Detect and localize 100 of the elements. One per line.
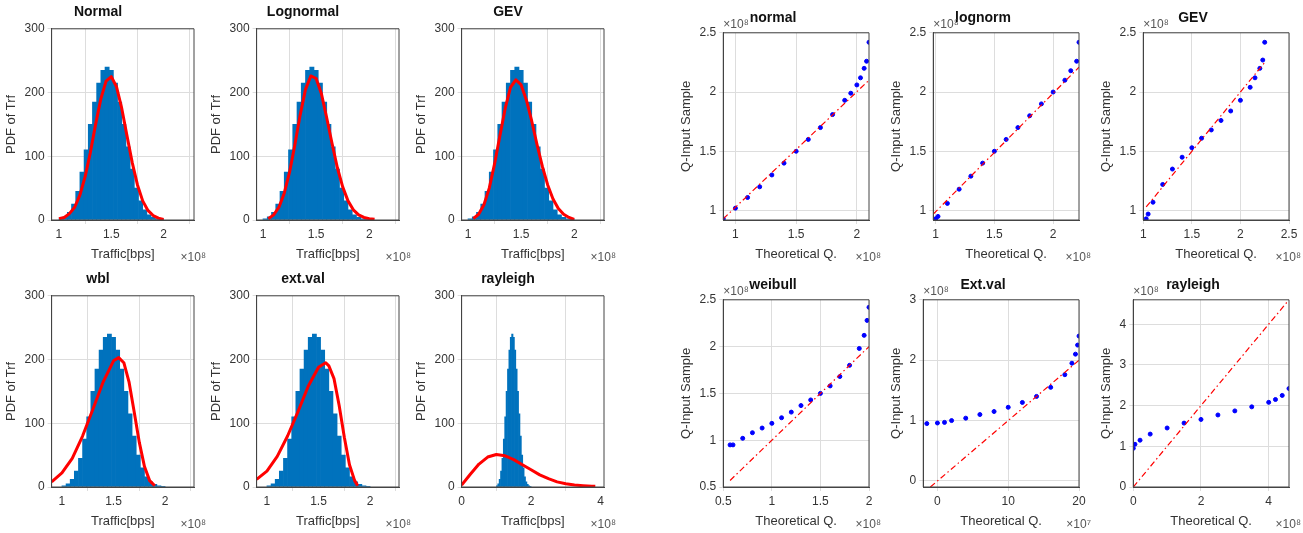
x-tick-label: 4	[1265, 493, 1273, 508]
x-tick-label: 2	[865, 493, 873, 508]
y-tick-label: 200	[229, 351, 250, 366]
y-tick-label: 1	[1119, 438, 1127, 453]
x-tick-label: 10	[1001, 493, 1016, 508]
y-tick-label: 1.5	[699, 143, 717, 158]
text: ×10⁸	[1275, 250, 1301, 265]
x-axis-title: Traffic[bps]	[296, 245, 360, 261]
text: ×10⁸	[1065, 250, 1091, 265]
x-axis-title: Theoretical Q.	[1175, 245, 1257, 261]
x-tick-label: 0	[458, 493, 466, 508]
y-tick-label: 0	[1119, 479, 1127, 494]
y-tick-label: 2	[709, 338, 717, 353]
x-tick-label: 2	[1197, 493, 1205, 508]
y-tick-label: 0	[242, 212, 250, 227]
y-tick-label: 300	[434, 288, 455, 303]
x-tick-label: 2	[365, 226, 373, 241]
x-tick-label: 1.5	[787, 226, 805, 241]
x-tick-label: 1.5	[310, 493, 328, 508]
y-axis-title: Q-Input Sample	[678, 80, 694, 172]
y-tick-label: 300	[229, 288, 250, 303]
x-tick-label: 2	[160, 226, 168, 241]
y-tick-label: 2	[709, 84, 717, 99]
text: ×10⁸	[1133, 284, 1159, 299]
y-tick-label: 300	[229, 21, 250, 36]
x-tick-label: 1	[1139, 226, 1147, 241]
y-tick-label: 200	[434, 84, 455, 99]
x-tick-label: 1.5	[812, 493, 830, 508]
y-axis-title: Q-Input Sample	[678, 347, 694, 439]
text: ×10⁸	[180, 517, 206, 532]
text: ×10⁸	[385, 250, 411, 265]
x-axis-title: Theoretical Q.	[960, 512, 1042, 528]
y-tick-label: 2	[909, 352, 917, 367]
y-tick-label: 300	[24, 21, 45, 36]
chart-title: weibull	[748, 276, 797, 293]
y-tick-label: 4	[1119, 316, 1127, 331]
x-axis-title: Traffic[bps]	[296, 512, 360, 528]
y-tick-label: 100	[229, 148, 250, 163]
x-tick-label: 1.5	[307, 226, 325, 241]
y-tick-label: 2	[919, 84, 927, 99]
y-axis-title: PDF of Trf	[413, 94, 429, 155]
text: ×10⁸	[855, 517, 881, 532]
y-axis-title: PDF of Trf	[413, 361, 429, 422]
y-tick-label: 2.5	[1119, 25, 1137, 40]
x-tick-label: 1	[259, 226, 267, 241]
chart-title: ext.val	[281, 270, 325, 287]
y-tick-label: 200	[229, 84, 250, 99]
text: ×10⁸	[590, 517, 616, 532]
text: ×10⁸	[855, 250, 881, 265]
x-tick-label: 2	[1049, 226, 1057, 241]
y-tick-label: 3	[909, 292, 917, 307]
y-axis-title: PDF of Trf	[208, 361, 224, 422]
x-axis-title: Theoretical Q.	[1170, 512, 1252, 528]
text: ×10⁷	[1066, 517, 1091, 532]
y-axis-title: Q-Input Sample	[1098, 80, 1114, 172]
y-tick-label: 2.5	[699, 292, 717, 307]
x-tick-label: 1	[768, 493, 776, 508]
text: ×10⁸	[1143, 17, 1169, 32]
y-axis-title: Q-Input Sample	[888, 80, 904, 172]
y-axis-title: PDF of Trf	[208, 94, 224, 155]
y-tick-label: 2	[1129, 84, 1137, 99]
y-tick-label: 300	[434, 21, 455, 36]
x-tick-label: 1.5	[105, 493, 123, 508]
y-tick-label: 0.5	[699, 479, 717, 494]
x-tick-label: 1	[263, 493, 271, 508]
y-tick-label: 0	[37, 479, 45, 494]
x-tick-label: 1	[58, 493, 66, 508]
y-tick-label: 1	[919, 202, 927, 217]
x-tick-label: 20	[1072, 493, 1086, 508]
x-axis-title: Theoretical Q.	[755, 245, 837, 261]
chart-title: rayleigh	[1166, 276, 1220, 293]
y-tick-label: 100	[434, 415, 455, 430]
y-tick-label: 200	[434, 351, 455, 366]
x-tick-label: 2	[366, 493, 374, 508]
y-axis-title: Q-Input Sample	[888, 347, 904, 439]
x-tick-label: 2	[527, 493, 535, 508]
x-tick-label: 1	[55, 226, 63, 241]
chart-title: lognorm	[955, 9, 1011, 26]
y-axis-title: PDF of Trf	[3, 94, 19, 155]
y-tick-label: 200	[24, 84, 45, 99]
x-tick-label: 2	[570, 226, 578, 241]
x-tick-label: 2	[1237, 226, 1245, 241]
y-tick-label: 3	[1119, 357, 1127, 372]
y-tick-label: 100	[24, 415, 45, 430]
x-axis-title: Theoretical Q.	[755, 512, 837, 528]
y-tick-label: 2.5	[909, 25, 927, 40]
y-tick-label: 1	[1129, 202, 1137, 217]
y-tick-label: 2	[1119, 397, 1127, 412]
y-tick-label: 200	[24, 351, 45, 366]
text: ×10⁸	[180, 250, 206, 265]
x-axis-title: Traffic[bps]	[501, 245, 565, 261]
chart-title: Ext.val	[960, 276, 1006, 293]
chart-title: GEV	[1178, 9, 1209, 26]
text: ×10⁸	[385, 517, 411, 532]
text: ×10⁸	[923, 284, 949, 299]
x-tick-label: 1	[464, 226, 472, 241]
x-tick-label: 2	[161, 493, 169, 508]
y-tick-label: 0	[447, 479, 455, 494]
chart-title: GEV	[493, 3, 524, 20]
x-axis-title: Traffic[bps]	[91, 512, 155, 528]
